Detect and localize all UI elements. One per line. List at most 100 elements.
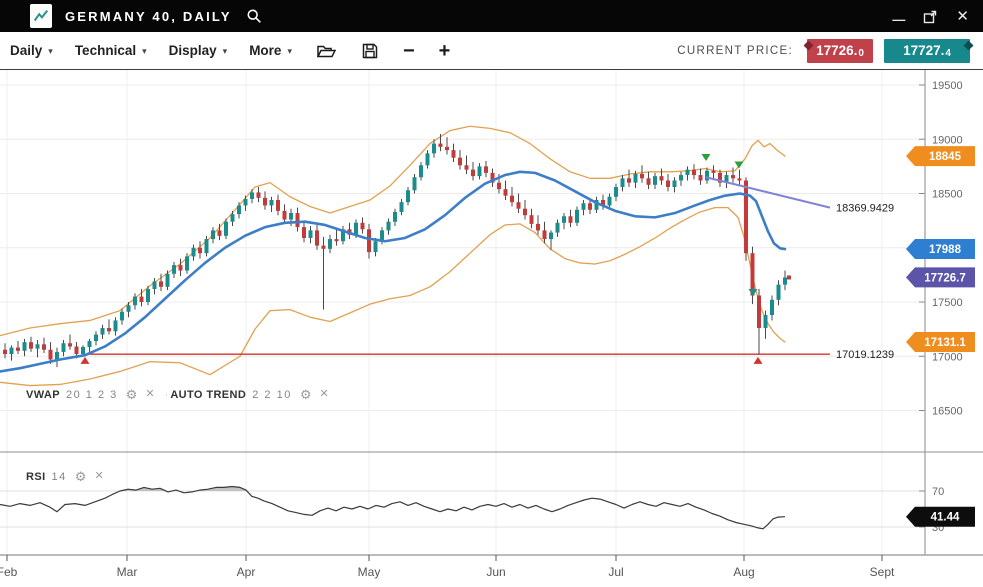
price-level-badge-label: 17726.7 (924, 272, 966, 284)
candle-body (477, 166, 482, 177)
close-icon[interactable]: ✕ (94, 470, 104, 482)
time-tick-label: Jul (608, 565, 623, 579)
time-tick-label: Feb (0, 565, 18, 579)
time-tick-label: Mar (117, 565, 138, 579)
menu-technical[interactable]: Technical ▾ (74, 43, 147, 58)
candle-body (503, 189, 508, 196)
candle-body (490, 172, 495, 183)
ask-price-badge[interactable]: 17727. 4 (884, 38, 974, 63)
candle-body (464, 165, 469, 170)
close-button[interactable]: ✕ (956, 8, 969, 25)
candle-body (698, 175, 703, 181)
candle-body (594, 200, 599, 210)
legend-separator: · (164, 388, 169, 401)
candle-body (94, 334, 98, 342)
candle-body (81, 347, 85, 355)
candle-body (679, 175, 683, 181)
gear-icon[interactable]: ⚙ (74, 469, 87, 484)
candle-body (334, 239, 339, 242)
candle-body (432, 143, 436, 154)
gear-icon[interactable]: ⚙ (125, 387, 138, 402)
candle-body (276, 200, 280, 211)
signal-triangle-down (701, 153, 711, 161)
candle-body (152, 281, 157, 289)
zoom-in-button[interactable]: + (438, 39, 451, 62)
candle-body (536, 223, 540, 231)
candle-body (770, 299, 774, 316)
candle-body (42, 344, 46, 350)
time-tick-label: Sept (870, 565, 895, 579)
save-icon[interactable] (361, 42, 379, 60)
ask-marker-icon (963, 40, 974, 50)
menu-display[interactable]: Display ▾ (168, 43, 228, 58)
chart-area: 1950019000185001800017500170001650070301… (0, 70, 983, 587)
candle-body (22, 342, 27, 351)
candle-body (269, 200, 274, 206)
candle-body (204, 239, 209, 254)
candle-body (9, 347, 14, 355)
candle-body (718, 172, 722, 183)
candle-body (126, 305, 131, 312)
price-level-badge (906, 239, 975, 260)
open-folder-icon[interactable] (316, 42, 337, 60)
candle-body (230, 214, 235, 222)
candle-body (588, 203, 592, 210)
time-tick-label: Jun (486, 565, 505, 579)
candle-body (555, 222, 560, 233)
rsi-value-badge (906, 506, 975, 527)
candle-body (620, 178, 625, 187)
candle-body (607, 196, 612, 206)
chevron-down-icon: ▾ (48, 46, 53, 56)
candle-body (256, 192, 261, 198)
candle-body (529, 215, 534, 224)
candle-body (724, 175, 729, 183)
candle-body (133, 296, 137, 306)
close-icon[interactable]: ✕ (319, 388, 329, 400)
zoom-out-button[interactable]: − (402, 39, 415, 62)
candle-body (373, 241, 378, 253)
rsi-value-badge-label: 41.44 (931, 512, 960, 524)
candle-body (159, 281, 163, 287)
price-tick-label: 19500 (932, 80, 963, 92)
auto-trend-legend-label: AUTO TREND (170, 388, 247, 401)
instrument-title: GERMANY 40, DAILY (65, 8, 232, 24)
candle-body (48, 349, 53, 360)
candle-body (776, 284, 781, 300)
candle-body (581, 203, 586, 210)
menu-timeframe[interactable]: Daily ▾ (10, 43, 53, 58)
candle-body (666, 180, 670, 187)
candle-body (737, 178, 742, 181)
candle-body (68, 343, 72, 347)
search-icon[interactable] (246, 8, 262, 24)
price-level-badge (906, 332, 975, 353)
candle-body (672, 180, 677, 187)
candle-body (113, 320, 118, 332)
bid-price-badge[interactable]: 17726. 0 (803, 38, 873, 63)
candle-body (172, 265, 176, 274)
price-chart-canvas[interactable]: 1950019000185001800017500170001650070301… (0, 70, 983, 587)
candle-body (406, 190, 410, 203)
popout-icon[interactable] (922, 7, 939, 25)
minimize-button[interactable]: — (892, 11, 906, 27)
close-icon[interactable]: ✕ (145, 388, 155, 400)
candle-body (146, 288, 150, 302)
signal-triangle-up (753, 356, 763, 364)
vwap-legend-label: VWAP (26, 388, 60, 401)
candle-body (640, 173, 644, 179)
time-tick-label: Apr (237, 565, 256, 579)
candle-body (750, 253, 755, 296)
candle-body (178, 265, 183, 271)
menu-more[interactable]: More ▾ (249, 43, 292, 58)
candle-body (510, 195, 514, 203)
candle-body (549, 232, 553, 240)
candle-body (646, 178, 651, 185)
candle-body (633, 173, 638, 183)
candle-body (100, 328, 105, 335)
gear-icon[interactable]: ⚙ (299, 387, 312, 402)
candle-body (627, 178, 631, 183)
candle-body (783, 277, 787, 285)
price-level-badge (906, 146, 975, 167)
candle-body (198, 247, 202, 254)
candle-body (393, 211, 397, 222)
signal-triangle-down (734, 161, 744, 169)
